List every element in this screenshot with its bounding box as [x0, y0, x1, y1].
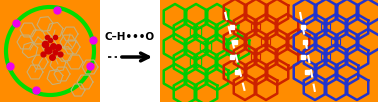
Bar — [100, 0, 160, 102]
Text: C–H•••O: C–H•••O — [105, 32, 155, 42]
